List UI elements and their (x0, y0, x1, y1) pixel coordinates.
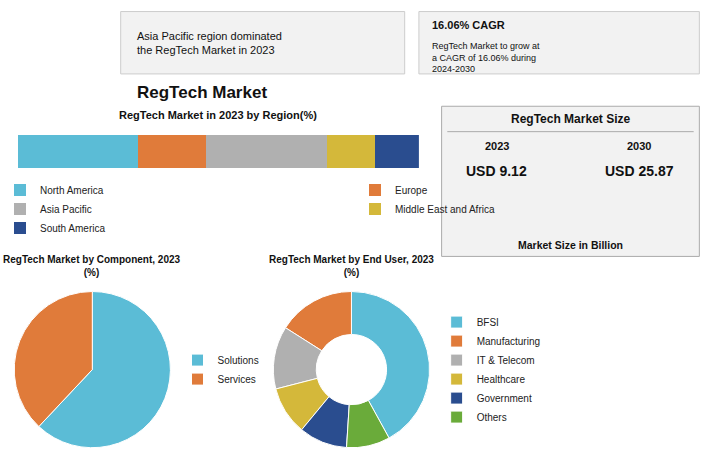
svg-text:Manufacturing: Manufacturing (477, 336, 540, 347)
svg-text:Middle East and Africa: Middle East and Africa (395, 204, 495, 215)
svg-text:Healthcare: Healthcare (477, 374, 526, 385)
svg-text:RegTech Market by End User, 20: RegTech Market by End User, 2023(%) (269, 254, 434, 278)
svg-text:South America: South America (40, 223, 105, 234)
svg-text:North America: North America (40, 185, 104, 196)
svg-text:Europe: Europe (395, 185, 428, 196)
svg-text:RegTech Market in 2023 by Regi: RegTech Market in 2023 by Region(%) (119, 109, 317, 121)
svg-text:Asia Pacific: Asia Pacific (40, 204, 92, 215)
svg-text:Asia Pacific region dominatedt: Asia Pacific region dominatedthe RegTech… (137, 30, 282, 56)
svg-text:BFSI: BFSI (477, 317, 499, 328)
svg-text:2023: 2023 (485, 140, 509, 152)
svg-text:Others: Others (477, 412, 507, 423)
svg-text:USD 25.87: USD 25.87 (605, 163, 674, 179)
svg-text:Solutions: Solutions (218, 355, 259, 366)
svg-text:16.06% CAGR: 16.06% CAGR (432, 19, 505, 31)
svg-text:IT & Telecom: IT & Telecom (477, 355, 535, 366)
svg-text:Government: Government (477, 393, 532, 404)
svg-text:2030: 2030 (627, 140, 651, 152)
svg-text:RegTech Market to grow ata CAG: RegTech Market to grow ata CAGR of 16.06… (432, 41, 540, 74)
svg-text:Services: Services (218, 374, 256, 385)
svg-text:RegTech Market by Component, 2: RegTech Market by Component, 2023(%) (3, 254, 181, 278)
svg-text:Market Size in Billion: Market Size in Billion (518, 239, 623, 251)
svg-text:RegTech Market Size: RegTech Market Size (511, 112, 630, 126)
svg-text:USD 9.12: USD 9.12 (466, 163, 527, 179)
svg-text:RegTech Market: RegTech Market (137, 83, 267, 102)
